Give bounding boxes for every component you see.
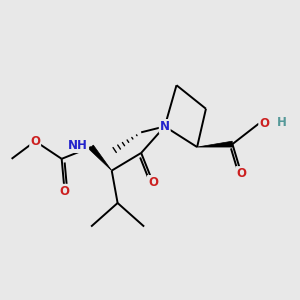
Polygon shape	[89, 145, 112, 171]
Text: O: O	[236, 167, 246, 180]
Text: O: O	[259, 117, 269, 130]
Text: N: N	[160, 120, 170, 133]
Text: O: O	[60, 185, 70, 198]
Text: O: O	[30, 135, 40, 148]
Text: NH: NH	[68, 139, 88, 152]
Text: H: H	[277, 116, 287, 129]
Text: O: O	[148, 176, 158, 189]
Polygon shape	[197, 141, 233, 147]
